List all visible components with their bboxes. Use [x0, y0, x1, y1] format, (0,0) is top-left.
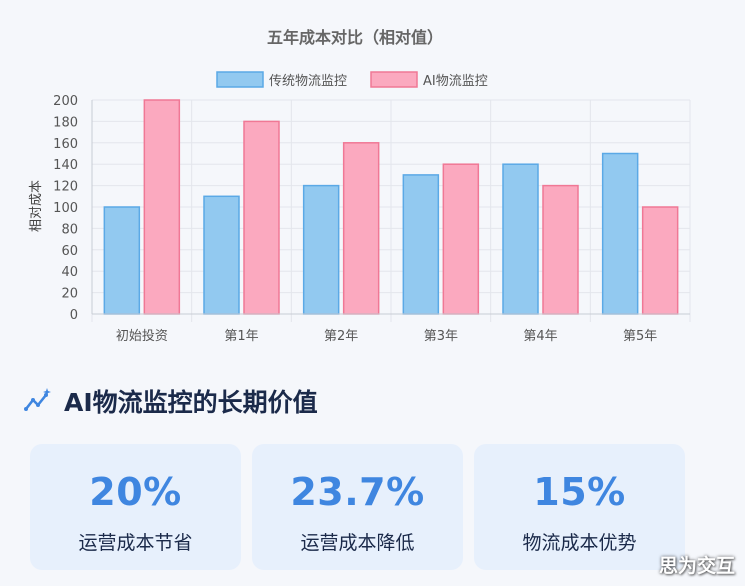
stat-value: 15% — [533, 470, 626, 514]
watermark: 思为交互 — [658, 555, 735, 577]
stat-value: 23.7% — [290, 470, 425, 514]
bar-traditional — [302, 184, 340, 315]
bar-ai — [143, 99, 181, 315]
bar-ai — [243, 120, 280, 315]
legend-label: AI物流监控 — [423, 74, 488, 89]
bar-traditional — [601, 152, 639, 315]
y-tick-label: 120 — [53, 180, 78, 195]
bar-traditional — [502, 163, 539, 315]
stats-cards: 20% 运营成本节省 23.7% 运营成本降低 15% 物流成本优势 — [30, 444, 696, 570]
y-tick-label: 140 — [53, 158, 78, 173]
bar-traditional — [103, 206, 141, 315]
stat-card: 23.7% 运营成本降低 — [252, 444, 463, 570]
stat-value: 20% — [89, 470, 182, 514]
y-tick-label: 200 — [53, 94, 78, 109]
legend-label: 传统物流监控 — [269, 74, 347, 89]
x-tick-label: 第5年 — [623, 329, 657, 344]
y-tick-label: 160 — [53, 137, 78, 152]
x-tick-label: 第2年 — [324, 329, 358, 344]
x-tick-label: 第3年 — [424, 329, 458, 344]
bar-traditional — [203, 195, 240, 315]
y-tick-label: 0 — [70, 308, 78, 323]
y-tick-label: 20 — [61, 287, 78, 302]
stat-card: 20% 运营成本节省 — [30, 444, 241, 570]
chart-title: 五年成本对比（相对值） — [267, 28, 443, 47]
trend-chart-icon — [24, 388, 51, 411]
stat-label: 运营成本节省 — [78, 532, 193, 554]
x-tick-label: 第4年 — [523, 329, 557, 344]
y-tick-label: 100 — [53, 201, 78, 216]
bar-ai — [442, 163, 480, 315]
x-tick-label: 初始投资 — [116, 328, 168, 344]
x-tick-label: 第1年 — [224, 329, 258, 344]
stat-card: 15% 物流成本优势 — [474, 444, 685, 570]
section-title: AI物流监控的长期价值 — [24, 383, 318, 419]
bar-ai — [641, 206, 679, 315]
stat-label: 运营成本降低 — [300, 532, 415, 554]
section-title-text: AI物流监控的长期价值 — [64, 388, 318, 417]
cost-comparison-chart: 五年成本对比（相对值） 传统物流监控 AI物流监控 0 20 40 60 80 100 120… — [29, 28, 691, 344]
y-axis-label: 相对成本 — [29, 180, 44, 232]
legend-swatch — [370, 71, 418, 88]
y-tick-label: 60 — [61, 244, 78, 259]
stat-label: 物流成本优势 — [522, 532, 637, 554]
legend-swatch — [216, 71, 264, 88]
chart-legend: 传统物流监控 AI物流监控 — [216, 71, 488, 89]
y-tick-label: 180 — [53, 115, 78, 130]
y-tick-label: 80 — [61, 222, 78, 237]
bar-ai — [342, 142, 380, 315]
y-tick-label: 40 — [61, 265, 78, 280]
chart-grid — [91, 99, 691, 322]
chart-bars — [103, 99, 679, 315]
chart-axes: 0 20 40 60 80 100 120 140 160 180 200 初始投资 第1年 第2年 第3年… — [53, 94, 690, 344]
bar-ai — [542, 184, 579, 315]
bar-traditional — [402, 174, 440, 315]
